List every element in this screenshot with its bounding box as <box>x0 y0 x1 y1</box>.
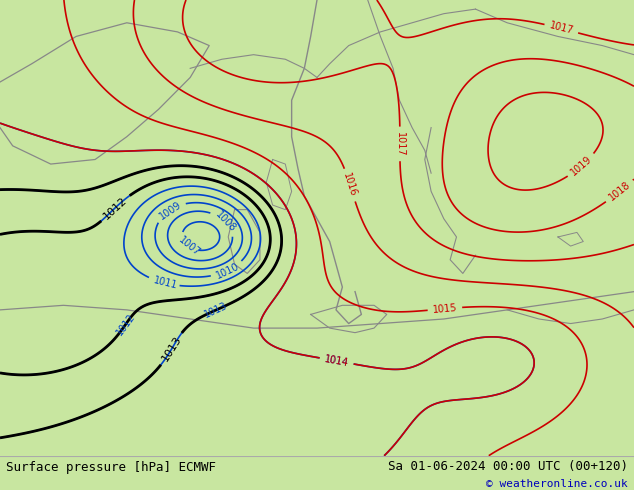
Text: 1014: 1014 <box>324 354 349 368</box>
Text: 1011: 1011 <box>152 275 178 291</box>
Text: 1019: 1019 <box>569 154 594 178</box>
Text: 1015: 1015 <box>432 303 458 315</box>
Text: 1007: 1007 <box>176 235 202 258</box>
Text: 1008: 1008 <box>213 209 237 234</box>
Text: © weatheronline.co.uk: © weatheronline.co.uk <box>486 479 628 489</box>
Text: 1012: 1012 <box>101 195 129 221</box>
Text: 1018: 1018 <box>607 180 632 203</box>
Text: 1016: 1016 <box>342 172 359 198</box>
Text: 1017: 1017 <box>548 21 574 36</box>
Text: 1014: 1014 <box>324 354 349 368</box>
Text: Sa 01-06-2024 00:00 UTC (00+120): Sa 01-06-2024 00:00 UTC (00+120) <box>387 460 628 473</box>
Text: 1013: 1013 <box>203 300 230 319</box>
Text: 1010: 1010 <box>214 261 240 280</box>
Text: 1017: 1017 <box>395 132 405 156</box>
Text: 1009: 1009 <box>157 199 183 221</box>
Text: 1013: 1013 <box>160 335 183 364</box>
Text: 1012: 1012 <box>114 312 137 337</box>
Text: Surface pressure [hPa] ECMWF: Surface pressure [hPa] ECMWF <box>6 461 216 474</box>
